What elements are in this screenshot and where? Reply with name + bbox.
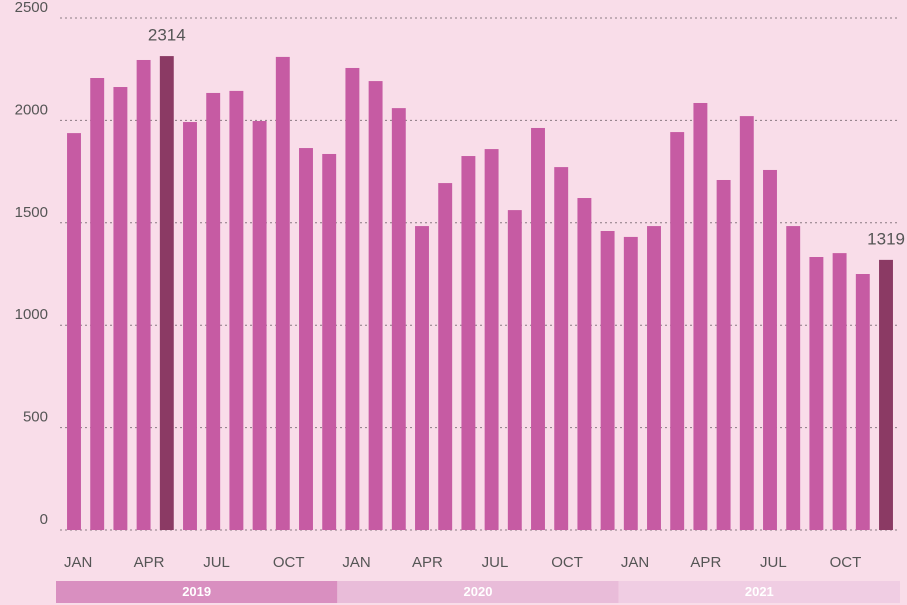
- bar: [647, 226, 661, 531]
- bar: [67, 133, 81, 530]
- bar: [438, 183, 453, 531]
- bar: [763, 169, 777, 530]
- bar: [693, 102, 708, 530]
- bar: [415, 226, 429, 531]
- bar: [786, 226, 801, 531]
- x-tick-label: JUL: [482, 554, 509, 571]
- y-tick-label: 2500: [15, 0, 48, 16]
- bar: [577, 198, 592, 530]
- bar: [484, 149, 499, 530]
- x-tick-label: JAN: [621, 554, 649, 571]
- bar: [206, 92, 221, 531]
- bar: [600, 230, 615, 530]
- bar: [809, 257, 824, 530]
- bar: [554, 167, 569, 530]
- bar: [275, 56, 290, 531]
- year-band: [618, 581, 900, 603]
- bar: [322, 153, 337, 531]
- bar: [252, 121, 267, 530]
- bar: [90, 78, 105, 530]
- year-band: [56, 581, 338, 603]
- x-tick-label: JAN: [64, 554, 92, 571]
- x-tick-label: JUL: [203, 554, 230, 571]
- bar: [716, 179, 731, 530]
- bar: [461, 156, 476, 530]
- bar: [670, 132, 685, 530]
- bar: [739, 116, 754, 531]
- year-label: 2019: [182, 584, 211, 599]
- x-tick-label: JAN: [342, 554, 370, 571]
- x-tick-label: APR: [134, 554, 165, 571]
- bar: [531, 127, 545, 530]
- x-tick-label: JUL: [760, 554, 787, 571]
- y-tick-label: 1500: [15, 204, 48, 221]
- value-label: 1319: [867, 229, 905, 248]
- bar: [136, 59, 151, 530]
- bar: [879, 259, 893, 530]
- bar: [345, 67, 360, 531]
- y-tick-label: 0: [40, 511, 48, 528]
- y-tick-label: 1000: [15, 306, 48, 323]
- x-tick-label: APR: [412, 554, 443, 571]
- year-label: 2020: [464, 584, 493, 599]
- value-label: 2314: [148, 26, 186, 45]
- x-tick-label: OCT: [273, 554, 305, 571]
- bar: [832, 253, 847, 530]
- year-label: 2021: [745, 584, 774, 599]
- bar: [159, 56, 174, 530]
- bar: [183, 122, 197, 531]
- bar: [507, 210, 522, 530]
- bar: [113, 87, 128, 530]
- bar: [391, 108, 406, 530]
- y-tick-label: 500: [23, 409, 48, 426]
- x-tick-label: APR: [690, 554, 721, 571]
- x-tick-label: OCT: [551, 554, 583, 571]
- y-tick-label: 2000: [15, 101, 48, 118]
- bar: [368, 81, 383, 530]
- bar: [229, 90, 244, 530]
- bar: [299, 148, 313, 530]
- bar: [855, 274, 870, 530]
- x-tick-label: OCT: [830, 554, 862, 571]
- bar: [623, 236, 638, 530]
- year-band: [337, 581, 619, 603]
